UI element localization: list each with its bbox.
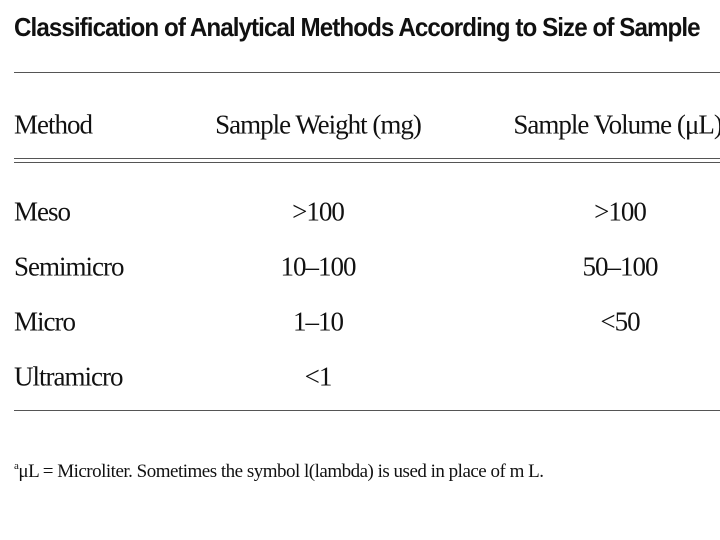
table-cell: <1 — [304, 361, 333, 392]
column-header: Sample Volume (μL)a — [513, 110, 720, 141]
table-cell: Micro — [14, 306, 76, 337]
rule — [14, 410, 720, 411]
rule — [14, 158, 720, 159]
table-cell: Semimicro — [14, 251, 124, 282]
table-cell: 50–100 — [582, 251, 659, 282]
table-cell: Meso — [14, 196, 71, 227]
column-header: Method — [14, 109, 93, 141]
column-header-text: Method — [14, 109, 93, 140]
table-cell: >100 — [594, 196, 647, 227]
rule — [14, 72, 720, 73]
table-cell: 1–10 — [293, 306, 344, 337]
table-cell: Ultramicro — [14, 361, 123, 392]
footnote-marker: a — [14, 460, 19, 472]
table-cell: <50 — [600, 306, 640, 337]
column-header-text: Sample Volume (μL) — [513, 109, 720, 140]
footnote: aμL = Microliter. Sometimes the symbol l… — [14, 460, 544, 483]
column-header: Sample Weight (mg) — [215, 109, 422, 141]
rule — [14, 162, 720, 163]
table-cell: >100 — [292, 196, 345, 227]
footnote-text: μL = Microliter. Sometimes the symbol l(… — [18, 461, 544, 482]
table-cell: 10–100 — [280, 251, 357, 282]
column-header-text: Sample Weight (mg) — [215, 109, 422, 140]
title: Classification of Analytical Methods Acc… — [14, 12, 701, 42]
